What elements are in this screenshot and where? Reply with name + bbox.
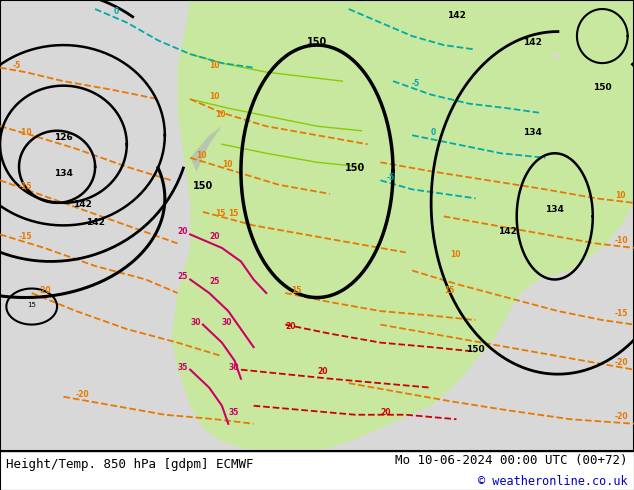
Text: 10: 10: [209, 92, 220, 101]
Text: 0: 0: [431, 128, 436, 137]
Text: 20: 20: [380, 408, 391, 416]
Text: Mo 10-06-2024 00:00 UTC (00+72): Mo 10-06-2024 00:00 UTC (00+72): [395, 454, 628, 467]
Text: 15: 15: [27, 301, 36, 308]
Text: -20: -20: [615, 412, 628, 421]
Text: 10: 10: [197, 151, 207, 160]
Text: 15: 15: [444, 286, 454, 295]
Text: 30: 30: [228, 363, 239, 371]
Text: 142: 142: [447, 11, 466, 20]
Text: 10: 10: [615, 192, 626, 200]
Text: 0: 0: [114, 6, 119, 16]
Text: 142: 142: [86, 219, 105, 227]
Text: -5: -5: [13, 61, 21, 70]
Text: 15: 15: [292, 286, 302, 295]
Text: 10: 10: [222, 160, 233, 169]
Text: 10: 10: [209, 61, 220, 70]
Text: -15: -15: [19, 182, 32, 191]
Text: 134: 134: [523, 128, 542, 137]
Text: 20: 20: [317, 367, 328, 376]
Text: 142: 142: [523, 38, 542, 47]
Text: 20: 20: [178, 227, 188, 236]
Polygon shape: [171, 0, 634, 451]
Text: 15: 15: [216, 209, 226, 219]
Text: -15: -15: [615, 309, 628, 318]
Text: 25: 25: [178, 272, 188, 281]
Text: -10: -10: [19, 128, 32, 137]
Text: -5: -5: [387, 173, 395, 182]
Text: 142: 142: [498, 227, 517, 236]
Text: 10: 10: [216, 110, 226, 119]
Text: 134: 134: [54, 169, 73, 178]
Text: 30: 30: [222, 318, 233, 326]
Text: 15: 15: [228, 209, 238, 219]
Polygon shape: [380, 0, 634, 113]
Text: 30: 30: [190, 318, 201, 326]
Text: 35: 35: [178, 363, 188, 371]
Text: 126: 126: [54, 133, 73, 142]
Text: 25: 25: [209, 277, 219, 286]
Text: -20: -20: [615, 358, 628, 367]
Text: 20: 20: [209, 232, 220, 241]
Text: © weatheronline.co.uk: © weatheronline.co.uk: [478, 475, 628, 488]
Text: 150: 150: [193, 181, 213, 191]
Text: 134: 134: [545, 205, 564, 214]
Text: -15: -15: [19, 232, 32, 241]
Text: -20: -20: [38, 286, 51, 295]
Text: -5: -5: [412, 79, 420, 88]
Text: 20: 20: [285, 322, 296, 331]
Text: 35: 35: [228, 408, 238, 416]
Text: -20: -20: [76, 390, 89, 399]
Text: 142: 142: [73, 200, 92, 209]
Text: 150: 150: [593, 83, 612, 92]
Text: 150: 150: [345, 163, 365, 173]
Text: 150: 150: [466, 344, 485, 354]
Polygon shape: [190, 126, 222, 172]
Text: 150: 150: [307, 37, 327, 47]
Text: -10: -10: [615, 237, 628, 245]
Text: Height/Temp. 850 hPa [gdpm] ECMWF: Height/Temp. 850 hPa [gdpm] ECMWF: [6, 458, 254, 471]
Text: 10: 10: [450, 250, 461, 259]
